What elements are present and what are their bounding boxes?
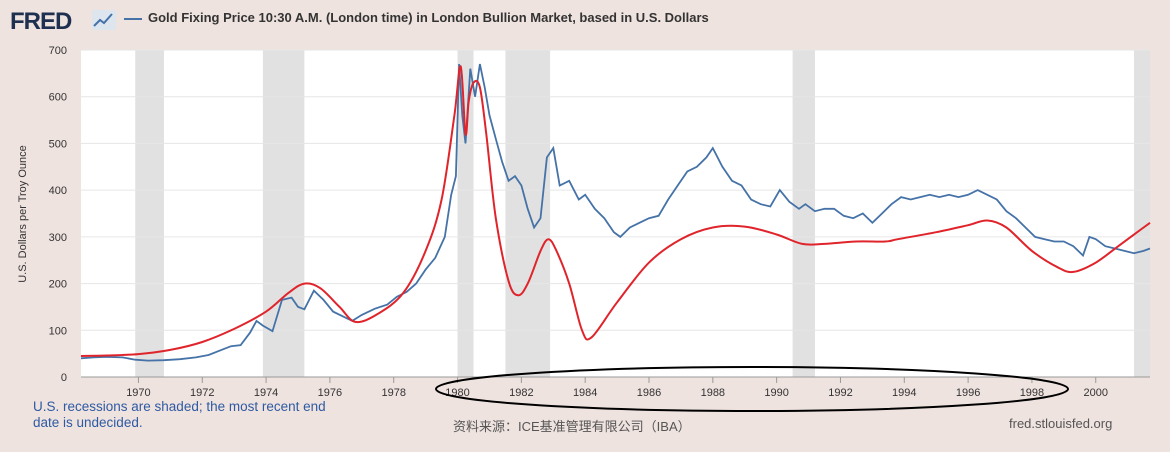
x-tick-label: 1998 <box>1020 387 1044 399</box>
source-label: 资料来源：ICE基准管理有限公司（IBA） <box>453 419 691 434</box>
x-tick-label: 2000 <box>1084 387 1108 399</box>
y-tick-label: 500 <box>49 138 67 150</box>
x-tick-label: 1982 <box>509 387 533 399</box>
x-tick-label: 1976 <box>318 387 342 399</box>
y-tick-label: 200 <box>49 279 67 291</box>
y-tick-label: 300 <box>49 232 67 244</box>
x-tick-label: 1972 <box>190 387 214 399</box>
fred-logo[interactable]: FRED <box>10 8 72 35</box>
x-tick-label: 1992 <box>828 387 852 399</box>
recession-band <box>792 50 815 377</box>
recession-note: U.S. recessions are shaded; the most rec… <box>33 399 326 430</box>
x-tick-label: 1988 <box>701 387 725 399</box>
chart-title: Gold Fixing Price 10:30 A.M. (London tim… <box>148 10 709 25</box>
x-tick-label: 1984 <box>573 387 597 399</box>
y-tick-label: 100 <box>49 325 67 337</box>
gold-price-line <box>80 63 1151 362</box>
x-tick-label: 1994 <box>892 387 916 399</box>
recession-band <box>135 50 164 377</box>
y-tick-label: 700 <box>49 45 67 57</box>
annotation-ellipse <box>435 366 1069 412</box>
recession-band <box>262 50 305 377</box>
recession-band <box>505 50 551 377</box>
y-tick-label: 400 <box>49 185 67 197</box>
y-tick-label: 600 <box>49 92 67 104</box>
site-link[interactable]: fred.stlouisfed.org <box>1009 416 1113 431</box>
y-tick-label: 0 <box>61 372 67 384</box>
x-tick-label: 1990 <box>764 387 788 399</box>
trend-line <box>80 65 1151 357</box>
recession-band <box>1134 50 1150 377</box>
x-tick-label: 1974 <box>254 387 278 399</box>
recession-band <box>457 50 474 377</box>
legend-line-icon <box>124 18 142 20</box>
y-axis-label: U.S. Dollars per Troy Ounce <box>17 145 29 283</box>
plot-background <box>81 50 1150 377</box>
fred-graph-icon <box>92 10 116 30</box>
x-tick-label: 1986 <box>637 387 661 399</box>
x-tick-label: 1970 <box>126 387 150 399</box>
x-tick-label: 1978 <box>381 387 405 399</box>
x-tick-label: 1996 <box>956 387 980 399</box>
